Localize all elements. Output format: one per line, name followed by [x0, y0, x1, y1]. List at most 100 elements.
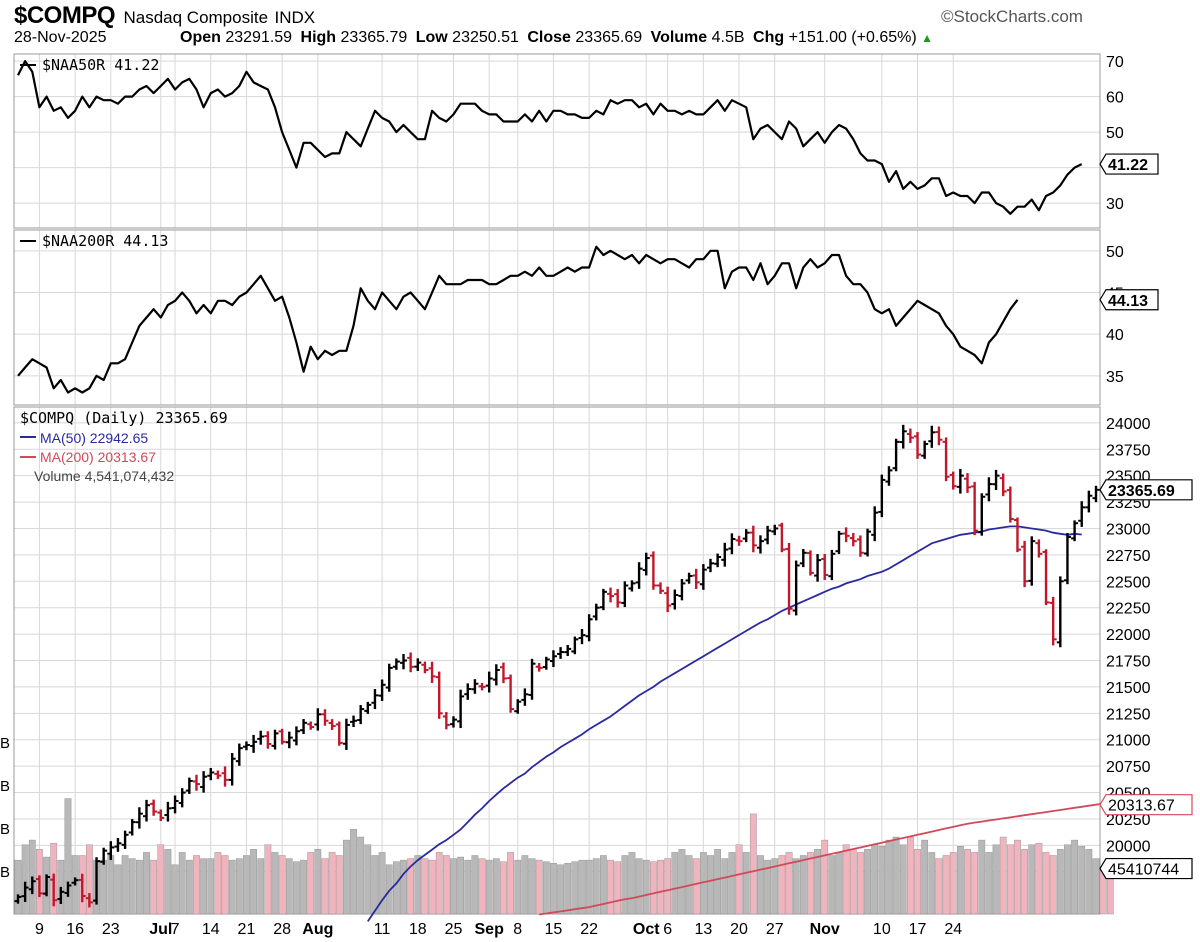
volume-bar	[607, 859, 614, 915]
close-value: 23365.69	[575, 29, 643, 46]
volume-bar	[928, 852, 936, 915]
ma200-line	[539, 800, 1126, 916]
volume-bar	[907, 836, 914, 915]
volume-bar	[485, 859, 493, 915]
y-tick-label: 22750	[1106, 548, 1151, 565]
volume-bar	[971, 852, 979, 915]
volume-bar	[692, 858, 700, 915]
volume-bar	[635, 858, 643, 915]
x-tick-label: 11	[374, 921, 391, 938]
volume-axis-label: B	[0, 778, 10, 795]
naa50r-line	[17, 59, 1083, 215]
volume-bar	[14, 859, 22, 915]
y-tick-label: 22250	[1106, 601, 1151, 618]
x-tick-label: 22	[580, 921, 598, 938]
price-legend: $COMPQ (Daily) 23365.69	[20, 409, 228, 427]
x-tick-label: Nov	[810, 921, 840, 938]
volume-axis-label: B	[0, 821, 10, 838]
volume-bar	[949, 852, 957, 915]
volume-bar	[400, 859, 407, 915]
brand-logo[interactable]: ©StockCharts.com	[941, 7, 1083, 26]
volume-bar	[592, 858, 600, 915]
volume-bar	[364, 844, 372, 915]
volume-bar	[335, 855, 343, 915]
y-tick-label: 21750	[1106, 654, 1151, 671]
volume-bar	[207, 858, 215, 915]
volume-bar	[328, 852, 336, 915]
volume-bar	[550, 862, 557, 915]
volume-bar	[164, 849, 172, 915]
x-tick-label: 13	[694, 921, 712, 938]
y-tick-label: 20250	[1106, 812, 1151, 829]
volume-bar	[757, 855, 764, 915]
low-value: 23250.51	[452, 29, 519, 46]
volume-bar	[128, 858, 136, 915]
volume-bar	[350, 829, 357, 915]
volume-bar	[100, 859, 108, 915]
volume-bar	[857, 852, 864, 915]
x-tick-label: 28	[273, 921, 291, 938]
high-value: 23365.79	[340, 29, 408, 46]
last-close-label: 23365.69	[1108, 483, 1175, 500]
volume-bar	[321, 858, 329, 915]
volume-bar	[64, 798, 72, 915]
y-tick-label: 20000	[1106, 838, 1151, 855]
volume-bar	[964, 849, 971, 915]
last-value-tag	[1099, 289, 1159, 311]
volume-bar	[749, 813, 757, 915]
volume-bar	[507, 852, 514, 915]
ma50-value-label: 22942.65	[1108, 0, 1175, 4]
chg-up-icon: ▲	[921, 31, 934, 45]
volume-bar	[307, 852, 315, 915]
volume-tag	[1099, 857, 1193, 880]
volume-bar	[457, 856, 464, 915]
close-label: Close	[527, 29, 571, 46]
volume-bar	[293, 861, 300, 915]
ma200-value-label: 20313.67	[1108, 798, 1175, 815]
volume-bar	[892, 836, 900, 915]
y-tick-label: 22500	[1106, 574, 1151, 591]
last-value-tag	[1099, 153, 1159, 175]
chart-header: $COMPQ Nasdaq Composite INDX	[14, 2, 315, 30]
volume-bar	[1042, 852, 1050, 915]
volume-bar	[821, 839, 829, 915]
volume-bar	[728, 852, 736, 915]
volume-bar	[935, 858, 943, 915]
volume-bar	[835, 852, 843, 915]
x-tick-label: Aug	[302, 921, 333, 938]
volume-bar	[771, 858, 779, 915]
ma200-legend: MA(200) 20313.67	[40, 449, 156, 465]
volume-bar	[385, 864, 393, 915]
quote-bar: 28-Nov-2025	[14, 29, 107, 47]
chg-label: Chg	[753, 29, 785, 46]
high-label: High	[300, 29, 337, 46]
volume-bar	[785, 852, 793, 915]
volume-bar	[393, 861, 400, 915]
volume-bar	[1028, 844, 1036, 915]
volume-bar	[557, 864, 564, 915]
y-tick-label: 22000	[1106, 627, 1151, 644]
symbol: $COMPQ	[14, 2, 116, 29]
volume-bar	[542, 861, 550, 915]
volume-bar	[600, 855, 607, 915]
y-tick-label: 21000	[1106, 733, 1151, 750]
volume-axis-label: B	[0, 735, 10, 752]
volume-bar	[792, 858, 800, 915]
volume-bar	[185, 859, 193, 915]
volume-bar	[442, 855, 450, 915]
volume-bar	[278, 855, 286, 915]
volume-bar	[214, 852, 222, 915]
volume-bar	[407, 858, 415, 915]
volume-bar	[828, 855, 836, 915]
volume-bar	[1035, 842, 1043, 915]
volume-bar	[921, 839, 929, 915]
volume-bar	[228, 859, 236, 915]
volume-bar	[257, 858, 265, 915]
volume-bar	[642, 859, 650, 915]
volume-bar	[614, 861, 622, 915]
volume-bar	[300, 859, 307, 915]
volume-bar	[428, 859, 436, 915]
volume-bar	[814, 849, 821, 915]
x-tick-label: 23	[102, 921, 120, 938]
